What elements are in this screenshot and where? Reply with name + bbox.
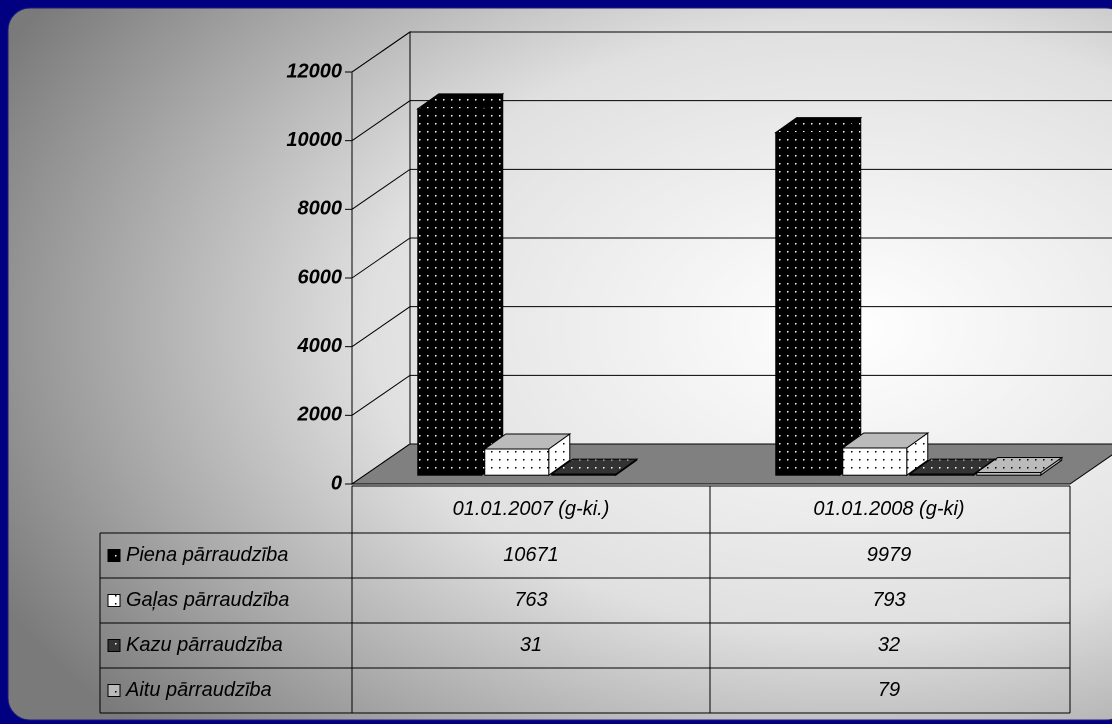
grid-line bbox=[351, 100, 1112, 142]
bar-front bbox=[417, 108, 483, 476]
y-tick-label: 12000 bbox=[286, 60, 342, 82]
y-tick-label: 10000 bbox=[286, 129, 342, 151]
table-value: 10671 bbox=[503, 544, 559, 566]
y-tick-label: 0 bbox=[331, 472, 342, 494]
grid-line bbox=[351, 374, 1112, 416]
bar bbox=[416, 92, 505, 477]
bar bbox=[975, 456, 1064, 477]
table-value: 763 bbox=[514, 589, 547, 611]
legend-label: Aitu pārraudzība bbox=[125, 679, 272, 701]
x-tick-label: 01.01.2008 (g-ki) bbox=[813, 498, 964, 520]
bar-side bbox=[839, 116, 862, 477]
bar-front bbox=[775, 132, 841, 476]
bar bbox=[550, 458, 639, 477]
y-tick-label: 2000 bbox=[297, 404, 343, 426]
bar bbox=[483, 433, 572, 477]
legend-key bbox=[107, 549, 121, 562]
legend-key bbox=[107, 684, 121, 697]
table-value: 79 bbox=[878, 679, 900, 701]
table-value: 31 bbox=[520, 634, 542, 656]
table-value: 9979 bbox=[867, 544, 912, 566]
y-tick-label: 8000 bbox=[298, 198, 343, 220]
grid-line bbox=[351, 237, 1112, 279]
y-tick-label: 4000 bbox=[297, 335, 343, 357]
grid-line bbox=[351, 306, 1112, 348]
grid-line bbox=[351, 168, 1112, 210]
bar-front bbox=[909, 473, 975, 476]
grid-line bbox=[351, 31, 1112, 73]
table-value: 793 bbox=[872, 589, 905, 611]
bar-front bbox=[551, 473, 617, 476]
bar bbox=[774, 116, 863, 477]
bar bbox=[908, 458, 997, 477]
legend-key bbox=[107, 594, 121, 607]
y-tick-label: 6000 bbox=[298, 266, 343, 288]
panel bbox=[7, 7, 1112, 721]
x-tick-label: 01.01.2007 (g-ki.) bbox=[453, 498, 610, 520]
legend-key bbox=[107, 639, 121, 652]
legend-label: Piena pārraudzība bbox=[126, 544, 288, 566]
table-value: 32 bbox=[878, 634, 900, 656]
bar-front bbox=[842, 447, 908, 476]
bar-front bbox=[976, 471, 1042, 476]
legend-label: Kazu pārraudzība bbox=[126, 634, 283, 656]
legend-label: Gaļas pārraudzība bbox=[126, 589, 289, 611]
bar-front bbox=[484, 448, 550, 476]
bar bbox=[841, 432, 930, 477]
bar-side bbox=[481, 92, 504, 477]
